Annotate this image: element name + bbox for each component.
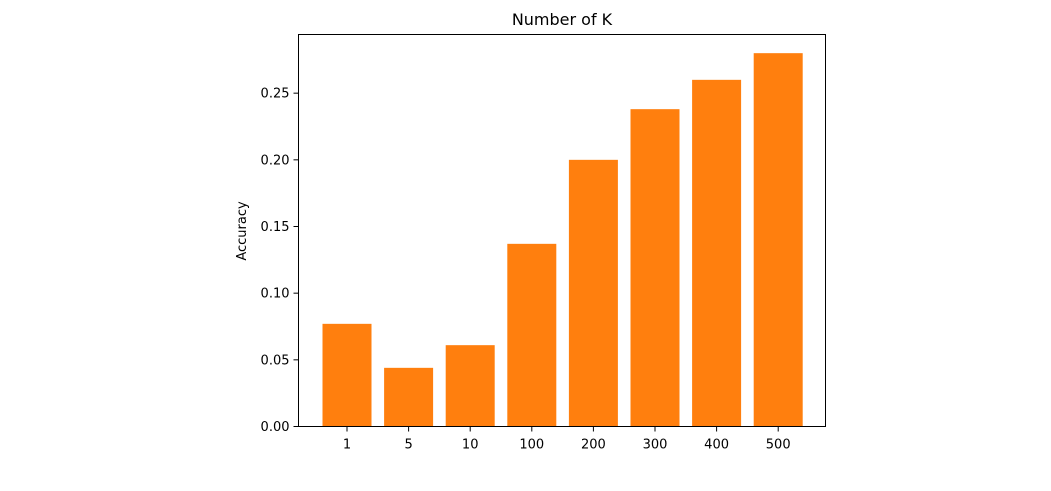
bar-300 xyxy=(630,109,680,427)
y-tick-label-0.20: 0.20 xyxy=(261,153,290,168)
bar-1 xyxy=(322,323,372,427)
y-tick-label-0.15: 0.15 xyxy=(261,220,290,235)
bar-5 xyxy=(384,367,434,427)
bar-100 xyxy=(507,243,557,427)
bar-10 xyxy=(445,345,495,427)
x-tick-label-500: 500 xyxy=(766,438,791,453)
y-axis: 0.00 0.05 0.10 0.15 0.20 0.25 xyxy=(261,87,299,435)
x-tick-label-300: 300 xyxy=(643,438,668,453)
y-axis-label: Accuracy xyxy=(235,201,250,261)
x-tick-label-100: 100 xyxy=(519,438,544,453)
x-tick-label-1: 1 xyxy=(343,438,351,453)
bars-group xyxy=(322,53,803,427)
bar-500 xyxy=(753,53,803,427)
y-tick-label-0.25: 0.25 xyxy=(261,87,290,102)
x-tick-label-400: 400 xyxy=(704,438,729,453)
bar-200 xyxy=(568,159,618,427)
y-tick-label-0.00: 0.00 xyxy=(261,420,290,435)
x-tick-label-10: 10 xyxy=(462,438,479,453)
x-tick-label-200: 200 xyxy=(581,438,606,453)
plot-frame xyxy=(298,34,826,427)
y-tick-label-0.10: 0.10 xyxy=(261,287,290,302)
x-axis: 1 5 10 100 200 300 400 500 xyxy=(343,426,791,453)
chart-title: Number of K xyxy=(512,10,613,29)
y-tick-label-0.05: 0.05 xyxy=(261,353,290,368)
bar-400 xyxy=(692,79,742,427)
x-tick-label-5: 5 xyxy=(404,438,412,453)
